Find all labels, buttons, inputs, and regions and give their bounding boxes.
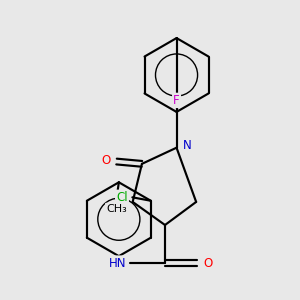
Text: O: O: [101, 154, 111, 167]
Text: HN: HN: [109, 256, 126, 270]
Text: CH₃: CH₃: [106, 204, 127, 214]
Text: O: O: [203, 256, 212, 270]
Text: N: N: [182, 139, 191, 152]
Text: F: F: [173, 94, 180, 107]
Text: Cl: Cl: [116, 191, 128, 204]
